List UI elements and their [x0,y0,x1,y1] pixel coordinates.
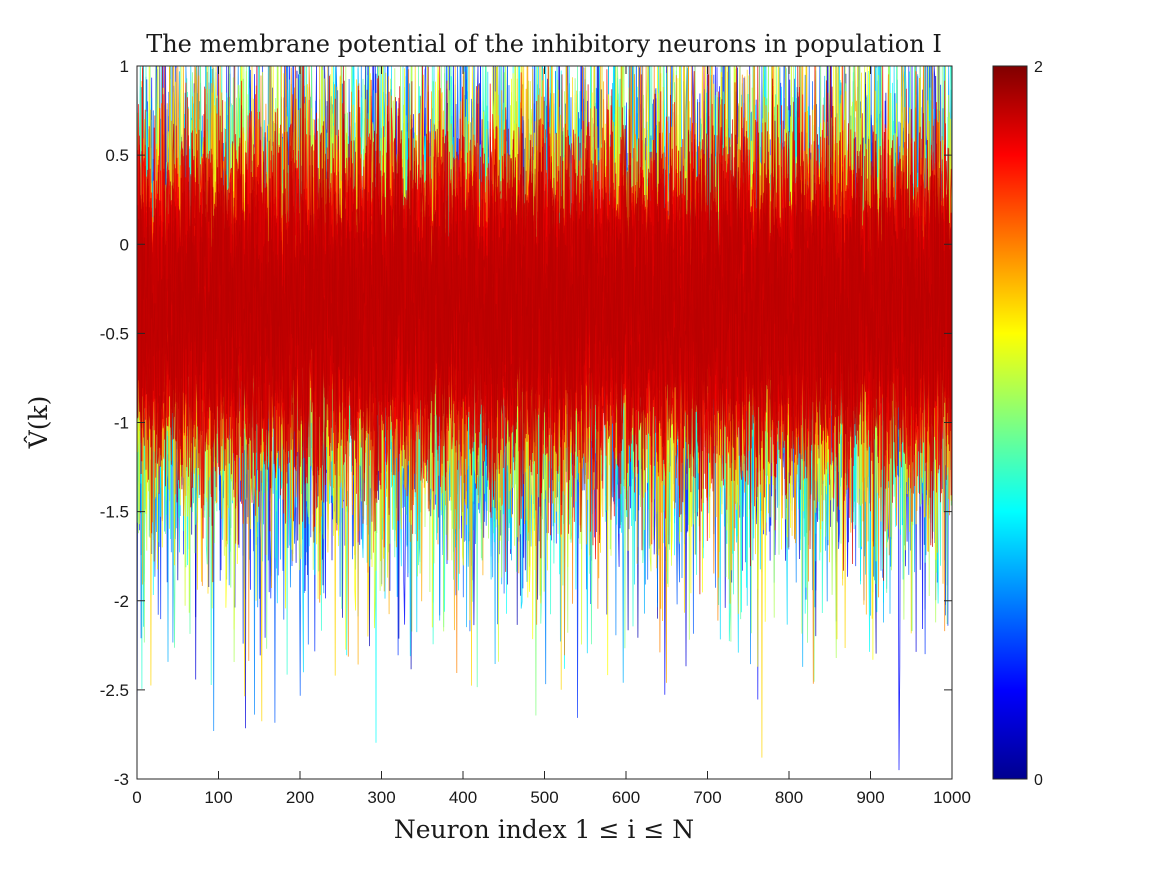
y-tick-label: 0 [120,235,129,254]
x-tick-label: 800 [775,788,803,807]
x-tick-label: 600 [612,788,640,807]
x-tick-label: 200 [286,788,314,807]
x-axis: 0 100 200 300 400 500 600 700 800 900 1000 [132,66,971,807]
series-line [137,66,952,550]
y-tick-label: -2 [114,592,129,611]
x-tick-label: 300 [367,788,395,807]
x-tick-label: 0 [132,788,141,807]
y-tick-label: -3 [114,770,129,789]
y-axis: 1 0.5 0 -0.5 -1 -1.5 -2 -2.5 -3 [100,57,952,789]
colorbar-max-label: 2 [1034,59,1043,76]
colorbar [992,65,1028,780]
x-tick-label: 100 [204,788,232,807]
x-tick-label: 700 [693,788,721,807]
y-axis-label: V̂(k) [24,396,53,450]
x-tick-label: 900 [856,788,884,807]
y-tick-label: -2.5 [100,681,129,700]
y-tick-label: -0.5 [100,324,129,343]
x-tick-label: 400 [449,788,477,807]
colorbar-min-label: 0 [1034,772,1043,789]
series-layer [137,66,952,771]
x-axis-label: Neuron index 1 ≤ i ≤ N [394,815,694,844]
y-tick-label: 1 [120,57,129,76]
x-tick-label: 500 [530,788,558,807]
y-tick-label: -1 [114,414,129,433]
y-tick-label: 0.5 [105,146,129,165]
y-tick-label: -1.5 [100,503,129,522]
chart-title: The membrane potential of the inhibitory… [146,30,942,58]
x-tick-label: 1000 [933,788,971,807]
